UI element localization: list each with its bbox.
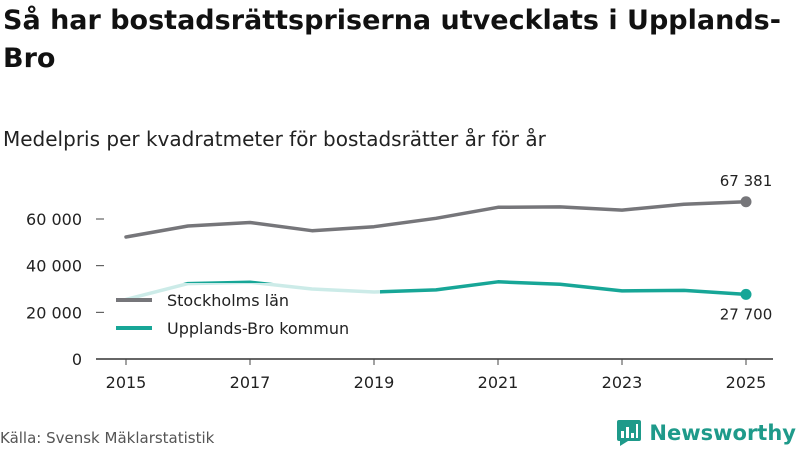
x-axis: 2015 2017 2019 2021 2023 2025: [96, 358, 773, 392]
y-tick-label: 0: [72, 350, 82, 369]
legend-label-0: Stockholms län: [167, 291, 289, 310]
series-line-0: [124, 200, 748, 239]
series-layer: [124, 196, 752, 302]
x-tick-label: 2015: [106, 373, 147, 392]
legend-background: [108, 283, 380, 343]
series-end-dot-0: [740, 196, 752, 208]
y-tick-label: 40 000: [26, 257, 82, 276]
end-label-0: 67 381: [720, 172, 773, 190]
end-labels: 67 381 27 700: [720, 172, 773, 324]
legend-label-1: Upplands-Bro kommun: [167, 319, 349, 338]
chart-title: Så har bostadsrättspriserna utvecklats i…: [3, 5, 781, 74]
x-tick-label: 2025: [726, 373, 767, 392]
brand-name: Newsworthy: [649, 421, 796, 445]
x-tick-label: 2021: [478, 373, 519, 392]
line-chart: 0 20 000 40 000 60 000 2015 2017 2019 2021 2023…: [26, 172, 773, 392]
y-tick-label: 60 000: [26, 210, 82, 229]
series-line-1: [124, 280, 748, 302]
newsworthy-logo-icon: [617, 420, 642, 446]
x-tick-label: 2023: [602, 373, 643, 392]
y-tick-label: 20 000: [26, 303, 82, 322]
y-axis: 0 20 000 40 000 60 000: [26, 210, 104, 369]
x-tick-label: 2019: [354, 373, 395, 392]
brand[interactable]: Newsworthy: [617, 420, 796, 446]
legend: Stockholms län Upplands-Bro kommun: [108, 283, 380, 343]
chart-subtitle: Medelpris per kvadratmeter för bostadsrä…: [3, 127, 546, 151]
series-end-dot-1: [740, 288, 752, 300]
source-note: Källa: Svensk Mäklarstatistik: [0, 429, 215, 447]
x-tick-label: 2017: [230, 373, 271, 392]
end-label-1: 27 700: [720, 305, 773, 323]
